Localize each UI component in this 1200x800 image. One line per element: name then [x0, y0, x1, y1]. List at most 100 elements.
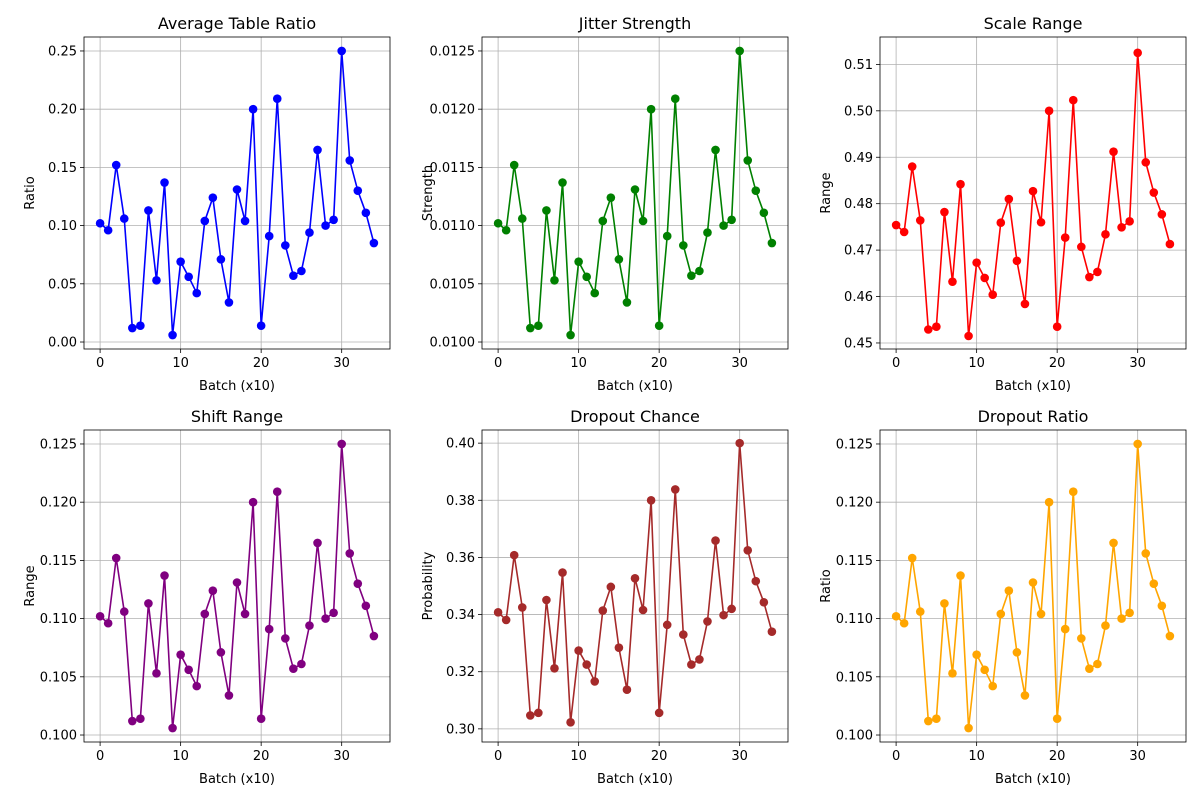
data-point [735, 46, 744, 56]
data-point [152, 669, 161, 678]
data-point [337, 46, 346, 56]
data-point [240, 609, 250, 619]
data-point [160, 571, 169, 580]
data-point [590, 677, 600, 686]
data-point [956, 179, 965, 189]
data-point [735, 438, 744, 448]
data-point [915, 607, 925, 616]
data-point [980, 273, 989, 283]
data-point [321, 221, 330, 230]
data-point [1012, 256, 1022, 266]
data-point [695, 266, 704, 276]
data-point [590, 288, 600, 298]
data-point [297, 266, 306, 276]
data-point [996, 218, 1006, 228]
data-point [630, 185, 640, 194]
data-point [305, 228, 314, 237]
data-point [369, 238, 379, 248]
data-point [924, 325, 933, 334]
data-point [493, 218, 503, 228]
data-point [964, 723, 973, 733]
data-point [329, 608, 338, 618]
data-point [940, 207, 949, 217]
data-point [248, 497, 258, 507]
data-point [192, 681, 202, 691]
data-point [695, 655, 704, 664]
data-point [932, 714, 941, 724]
data-point [248, 104, 258, 114]
y-tick-label: 0.105 [40, 670, 77, 685]
x-tick-label: 20 [1049, 356, 1066, 371]
plot-frame [879, 36, 1187, 350]
data-point [1093, 267, 1102, 277]
subplot-scale-range: 0 10 20 30 0.45 0.46 0.47 0.48 0.49 0.50 0.51 Scale… [819, 14, 1187, 394]
plot-frame [83, 429, 391, 743]
y-tick-label: 0.120 [836, 496, 873, 511]
data-point [670, 485, 680, 494]
data-point [606, 193, 616, 202]
x-tick-label: 10 [968, 749, 985, 764]
y-tick-label: 0.0110 [430, 219, 476, 234]
data-point [224, 691, 234, 700]
data-point [1165, 631, 1175, 641]
y-axis-label: Probability [421, 551, 436, 620]
x-tick-label: 0 [494, 356, 502, 371]
data-point [95, 611, 105, 621]
y-tick-label: 0.115 [836, 554, 873, 569]
data-point [168, 723, 177, 733]
data-point [582, 272, 591, 282]
data-point [1004, 586, 1014, 595]
data-point [136, 714, 145, 724]
data-point [493, 607, 503, 617]
y-tick-label: 0.0100 [430, 336, 476, 351]
data-point [622, 298, 632, 307]
data-point [168, 330, 177, 340]
data-point [703, 617, 712, 626]
data-point [646, 495, 656, 505]
data-point [526, 323, 535, 333]
x-tick-label: 0 [892, 356, 900, 371]
x-tick-label: 0 [96, 356, 104, 371]
y-axis-label: Range [23, 565, 38, 606]
data-point [297, 659, 306, 669]
data-point [272, 487, 282, 497]
y-tick-label: 0.47 [844, 244, 873, 259]
y-tick-label: 0.105 [836, 670, 873, 685]
data-point [687, 660, 696, 669]
y-tick-label: 0.05 [48, 277, 77, 292]
data-point [996, 609, 1006, 619]
data-point [915, 216, 925, 225]
data-point [1117, 614, 1126, 623]
data-point [679, 630, 688, 639]
data-point [711, 536, 720, 545]
data-point [907, 553, 917, 563]
series-line [497, 443, 773, 723]
data-point [200, 609, 210, 619]
data-point [353, 579, 363, 588]
data-point [1044, 497, 1054, 507]
chart-title: Dropout Ratio [978, 407, 1089, 426]
data-point [224, 298, 234, 307]
data-point [1028, 578, 1038, 587]
data-point [1101, 230, 1110, 239]
data-point [1101, 621, 1110, 630]
data-point [662, 620, 672, 630]
data-point [980, 665, 989, 675]
data-point [899, 618, 909, 628]
data-point [240, 216, 250, 226]
data-point [743, 156, 753, 165]
data-point [964, 331, 973, 341]
data-point [988, 681, 998, 691]
data-point [711, 145, 720, 155]
data-point [526, 711, 535, 720]
data-point [534, 321, 543, 331]
data-point [956, 571, 965, 580]
data-point [264, 624, 274, 634]
data-point [542, 206, 551, 215]
y-axis-label: Ratio [23, 176, 38, 209]
data-point [176, 650, 185, 659]
data-point [160, 178, 169, 187]
data-point [369, 631, 379, 641]
data-point [321, 614, 330, 623]
